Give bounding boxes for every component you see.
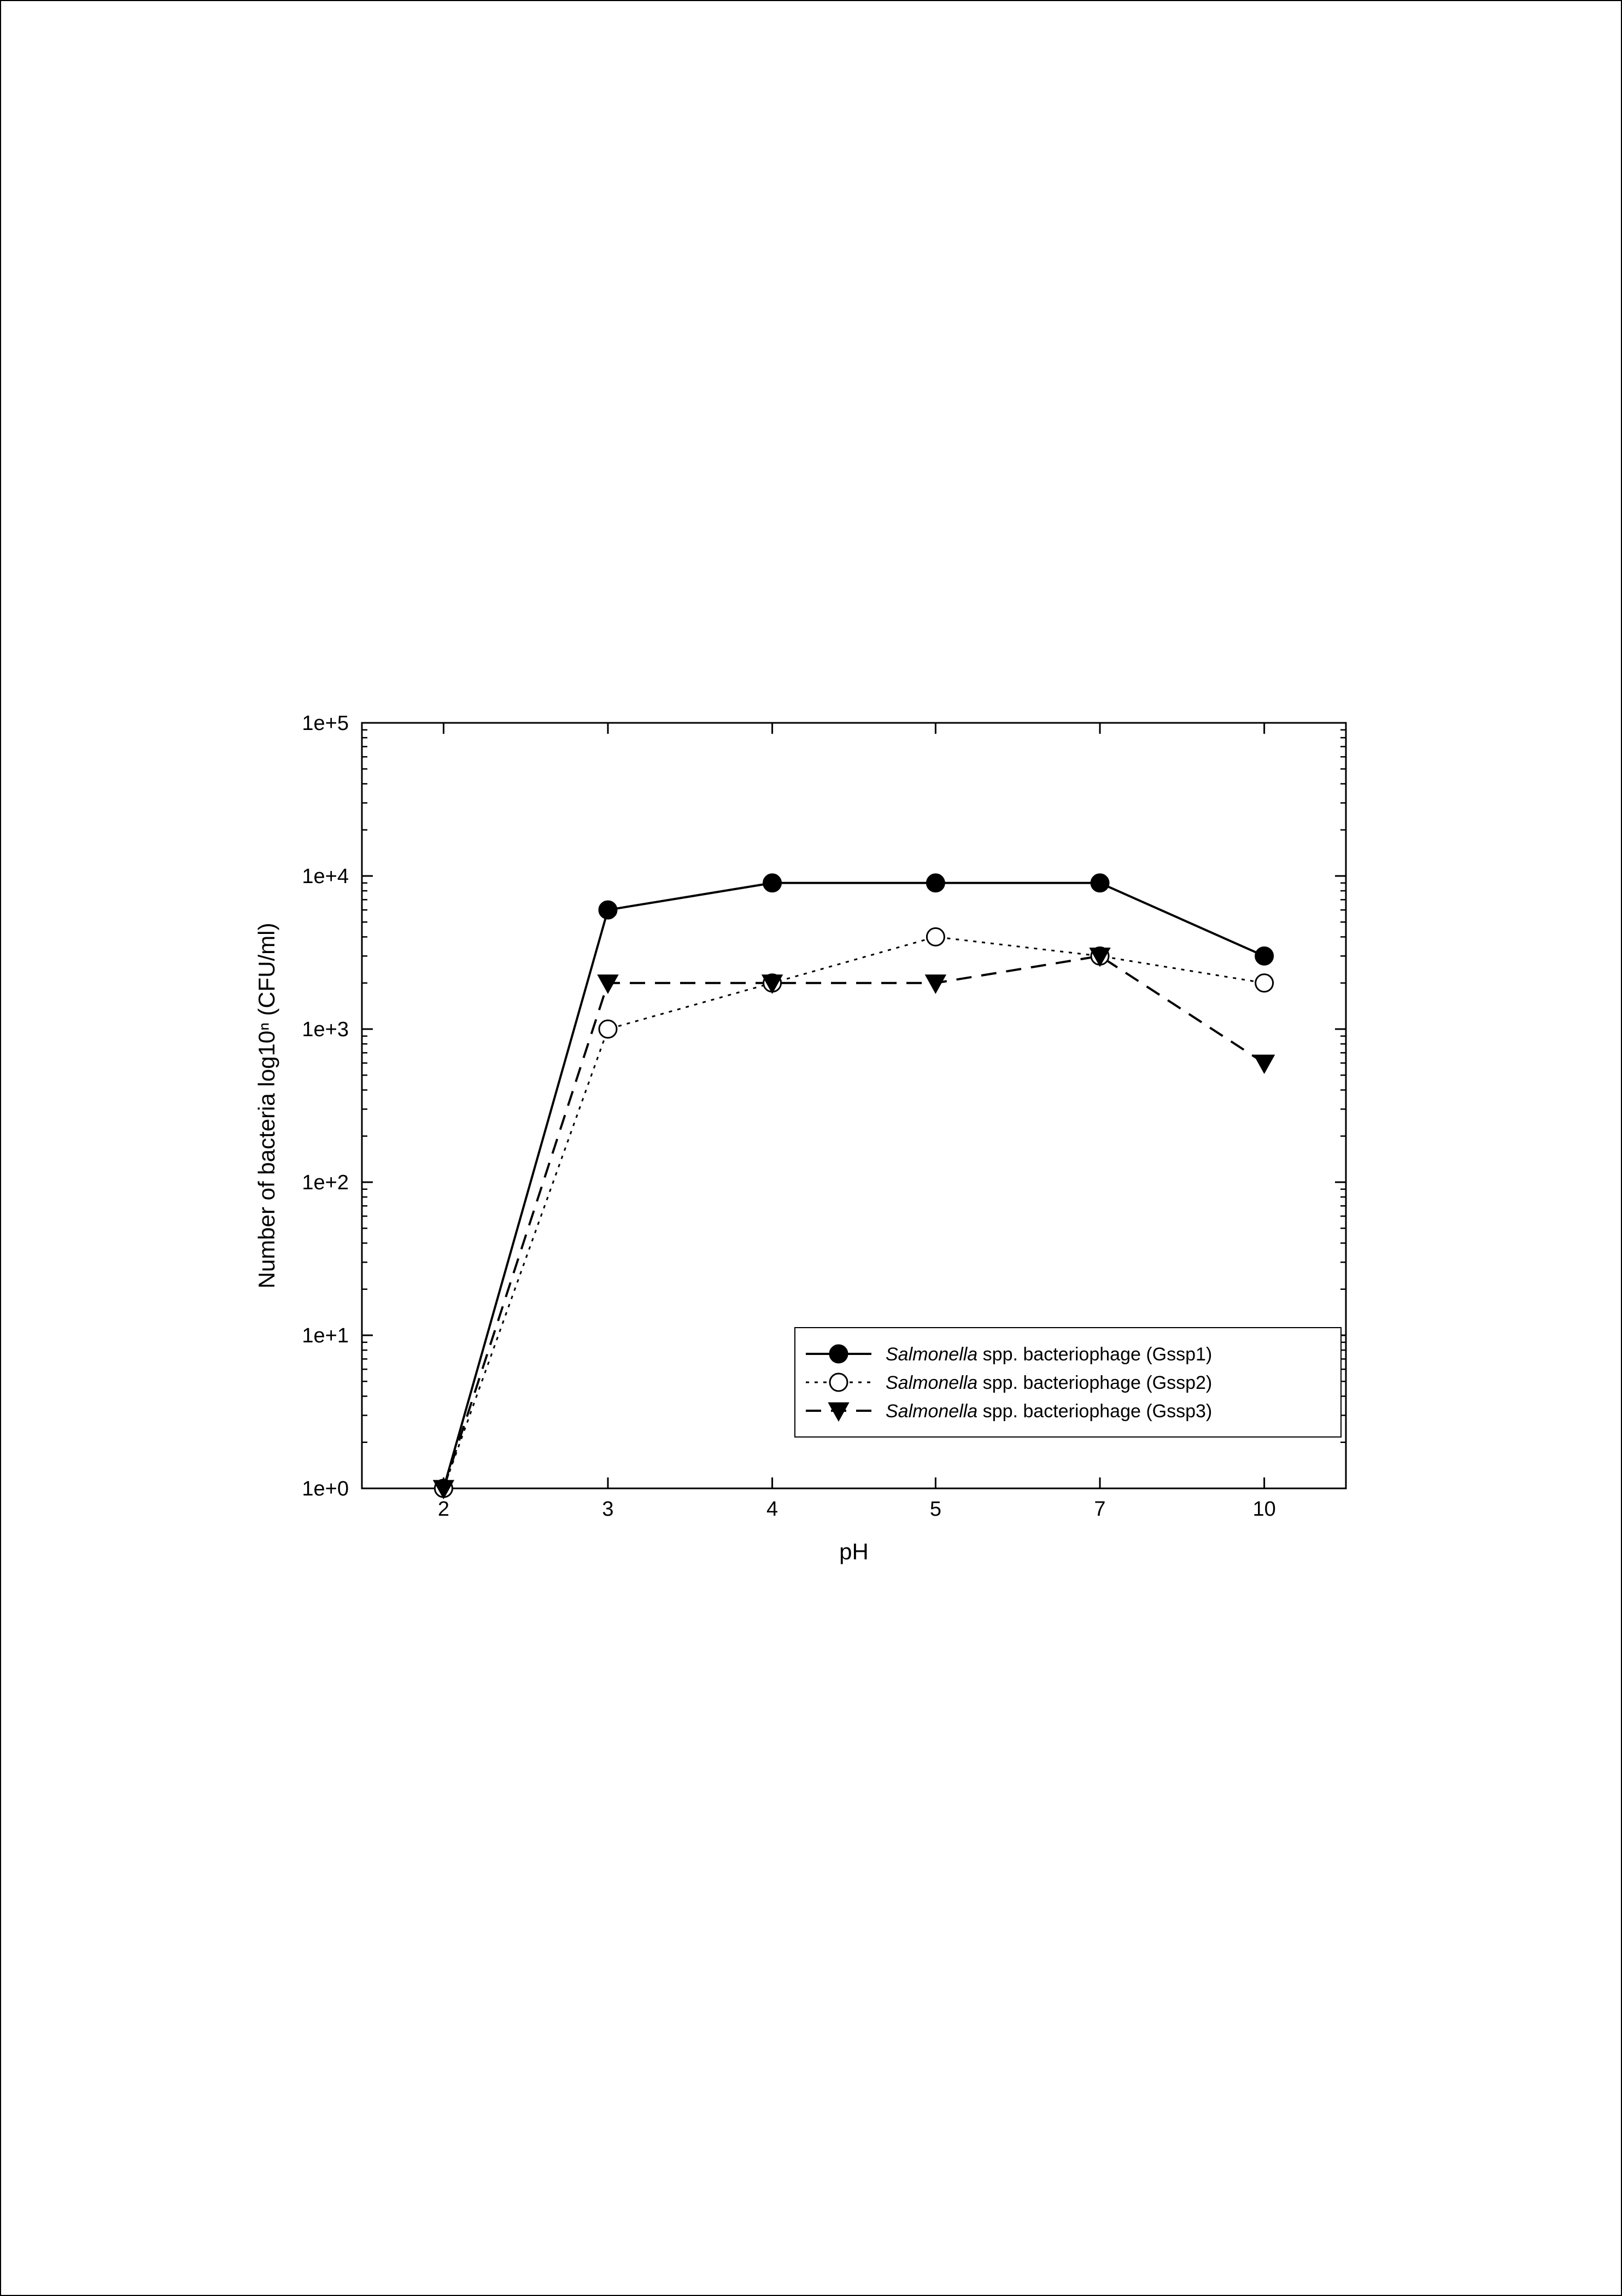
marker-Gssp1 bbox=[830, 1345, 847, 1363]
marker-Gssp1 bbox=[927, 874, 944, 892]
marker-Gssp2 bbox=[927, 928, 944, 945]
y-tick-label: 1e+3 bbox=[302, 1018, 349, 1041]
page-frame: 1e+0 1e+1 1e+2 1e+3 1e+4 1e+5 2 3 4 5 7 10 pH Number … bbox=[0, 0, 1622, 2296]
chart-container: 1e+0 1e+1 1e+2 1e+3 1e+4 1e+5 2 3 4 5 7 10 pH Number … bbox=[220, 701, 1422, 1631]
legend-label-Gssp3: Salmonella spp. bacteriophage (Gssp3) bbox=[886, 1401, 1212, 1422]
y-tick-label: 1e+2 bbox=[302, 1171, 349, 1194]
x-tick-label: 3 bbox=[602, 1498, 613, 1521]
x-tick-label: 5 bbox=[930, 1498, 941, 1521]
legend-label-Gssp2: Salmonella spp. bacteriophage (Gssp2) bbox=[886, 1372, 1212, 1393]
x-tick-label: 10 bbox=[1252, 1498, 1275, 1521]
marker-Gssp1 bbox=[764, 874, 781, 892]
y-tick-label: 1e+0 bbox=[302, 1477, 349, 1500]
x-axis-label: pH bbox=[839, 1539, 869, 1564]
marker-Gssp1 bbox=[1091, 874, 1109, 892]
y-tick-label: 1e+4 bbox=[302, 865, 349, 888]
marker-Gssp3 bbox=[926, 975, 945, 992]
y-tick-label: 1e+1 bbox=[302, 1324, 349, 1347]
x-tick-label: 4 bbox=[766, 1498, 778, 1521]
marker-Gssp2 bbox=[1256, 974, 1273, 992]
marker-Gssp2 bbox=[599, 1020, 617, 1038]
x-tick-label: 2 bbox=[438, 1498, 449, 1521]
marker-Gssp1 bbox=[599, 901, 617, 919]
y-axis-label: Number of bacteria log10ⁿ (CFU/ml) bbox=[254, 923, 279, 1289]
y-tick-label: 1e+5 bbox=[302, 712, 349, 735]
marker-Gssp1 bbox=[1256, 947, 1273, 965]
legend-label-Gssp1: Salmonella spp. bacteriophage (Gssp1) bbox=[886, 1344, 1212, 1365]
line-chart: 1e+0 1e+1 1e+2 1e+3 1e+4 1e+5 2 3 4 5 7 10 pH Number … bbox=[220, 701, 1422, 1631]
marker-Gssp2 bbox=[830, 1374, 847, 1391]
marker-Gssp3 bbox=[1255, 1055, 1274, 1073]
x-tick-label: 7 bbox=[1094, 1498, 1105, 1521]
